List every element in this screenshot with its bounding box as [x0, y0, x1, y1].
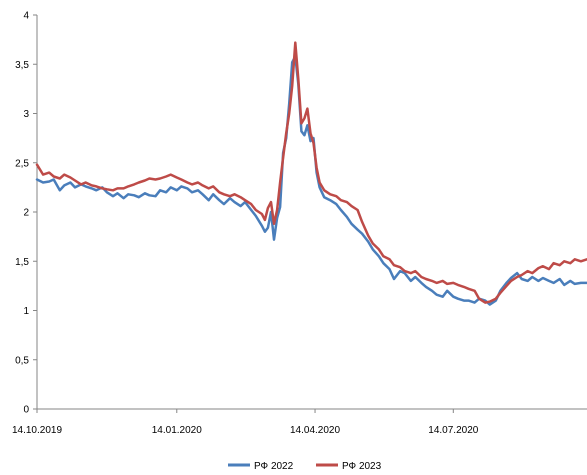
series-layer [35, 41, 587, 306]
series-line-2 [35, 41, 587, 304]
legend-label-2: РФ 2023 [342, 461, 382, 472]
y-tick-label: 3,5 [15, 60, 29, 71]
y-tick-label: 4 [23, 11, 29, 22]
x-axis-ticks: 14.10.2019 14.01.2020 14.04.2020 14.07.2020 [12, 409, 479, 436]
y-tick-label: 1 [23, 306, 29, 317]
x-tick-label: 14.07.2020 [428, 425, 478, 436]
x-tick-label: 14.10.2019 [12, 425, 62, 436]
y-tick-label: 2,5 [15, 158, 29, 169]
plot-area [36, 15, 587, 410]
series-line-1 [35, 55, 587, 306]
legend: РФ 2022 РФ 2023 [228, 461, 382, 472]
x-tick-label: 14.04.2020 [290, 425, 340, 436]
legend-label-1: РФ 2022 [254, 461, 294, 472]
y-tick-label: 0,5 [15, 355, 29, 366]
y-axis-ticks: 0 0,5 1 1,5 2 2,5 3 3,5 4 [15, 11, 37, 416]
y-tick-label: 3 [23, 109, 29, 120]
x-tick-label: 14.01.2020 [152, 425, 202, 436]
y-tick-label: 0 [23, 405, 29, 416]
y-tick-label: 2 [23, 208, 29, 219]
y-tick-label: 1,5 [15, 257, 29, 268]
